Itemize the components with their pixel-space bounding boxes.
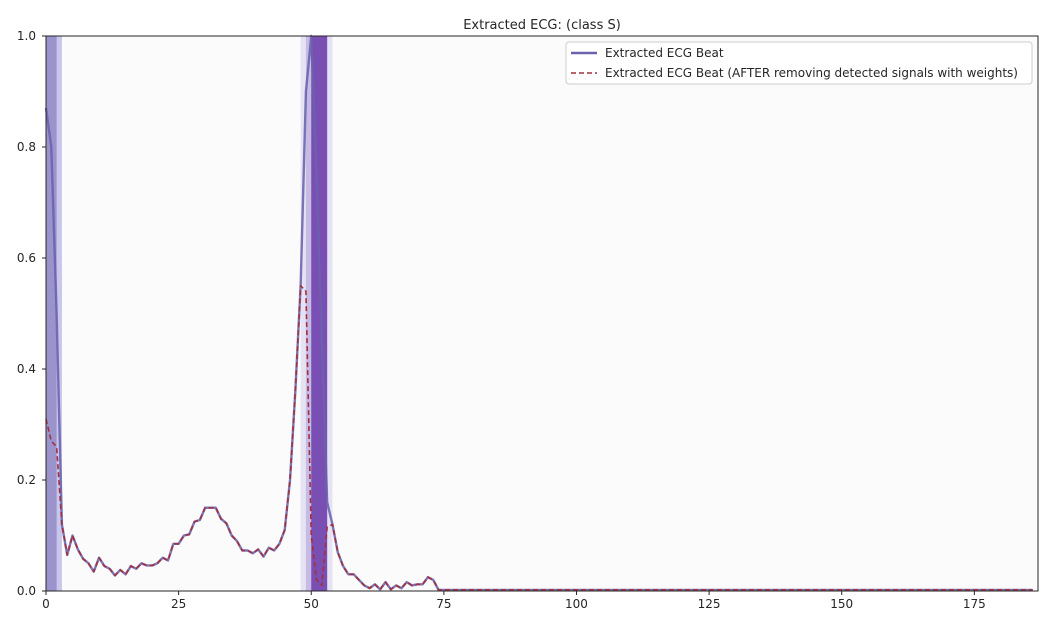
x-tick-label-3: 75 (436, 597, 451, 611)
plot-frame (45, 35, 1039, 592)
y-tick-label-1: 0.2 (17, 473, 36, 487)
y-axis: 0.0 0.2 0.4 0.6 0.8 1.0 (17, 29, 46, 598)
x-tick-label-0: 0 (42, 597, 50, 611)
legend: Extracted ECG Beat Extracted ECG Beat (A… (565, 41, 1033, 85)
x-tick-label-5: 125 (698, 597, 721, 611)
x-tick-label-4: 100 (565, 597, 588, 611)
legend-label-ecg-beat-after: Extracted ECG Beat (AFTER removing detec… (605, 66, 1018, 80)
y-tick-label-0: 0.0 (17, 584, 36, 598)
series-line-1 (45, 284, 1033, 591)
highlight-band-1 (46, 36, 57, 591)
legend-box (565, 41, 1033, 85)
y-tick-label-3: 0.6 (17, 251, 36, 265)
y-tick-label-5: 1.0 (17, 29, 36, 43)
x-tick-label-7: 175 (963, 597, 986, 611)
x-tick-label-2: 50 (304, 597, 319, 611)
y-tick-label-2: 0.4 (17, 362, 36, 376)
x-axis: 0 25 50 75 100 125 150 175 (42, 591, 986, 611)
x-tick-label-6: 150 (830, 597, 853, 611)
series-lines (44, 34, 1033, 592)
highlight-band-4 (311, 36, 328, 591)
legend-label-ecg-beat: Extracted ECG Beat (605, 46, 724, 60)
chart-title: Extracted ECG: (class S) (463, 18, 621, 33)
y-tick-label-4: 0.8 (17, 140, 36, 154)
x-tick-label-1: 25 (171, 597, 186, 611)
plot-area (46, 36, 1038, 591)
